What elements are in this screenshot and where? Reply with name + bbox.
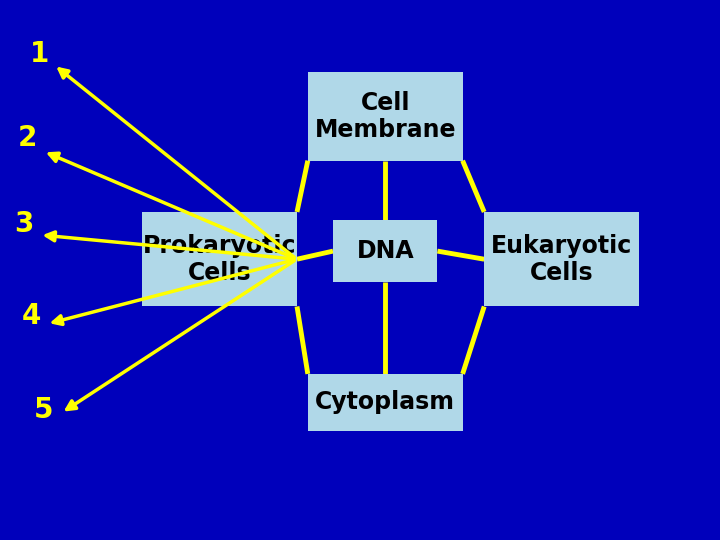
Text: 4: 4 <box>22 302 40 330</box>
FancyBboxPatch shape <box>333 220 438 282</box>
Text: 5: 5 <box>33 396 53 424</box>
Text: DNA: DNA <box>356 239 414 263</box>
FancyBboxPatch shape <box>308 374 463 431</box>
Text: 3: 3 <box>14 210 33 238</box>
Text: Cytoplasm: Cytoplasm <box>315 390 455 414</box>
FancyBboxPatch shape <box>308 71 463 160</box>
Text: Cell
Membrane: Cell Membrane <box>315 91 456 141</box>
Text: 2: 2 <box>18 124 37 152</box>
FancyBboxPatch shape <box>143 212 297 306</box>
Text: Prokaryotic
Cells: Prokaryotic Cells <box>143 234 297 285</box>
Text: 1: 1 <box>30 40 49 68</box>
Text: Eukaryotic
Cells: Eukaryotic Cells <box>491 234 632 285</box>
FancyBboxPatch shape <box>484 212 639 306</box>
